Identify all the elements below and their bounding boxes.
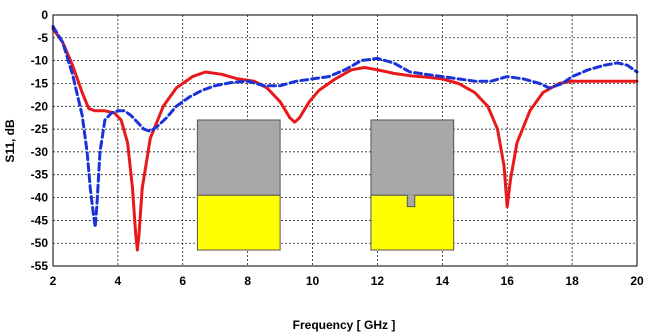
y-tick-label: -55	[31, 259, 49, 273]
y-tick-labels: 0 -5 -10 -15 -20 -25 -30 -35 -40 -45 -50 -55	[31, 8, 49, 273]
x-tick-label: 4	[115, 274, 122, 288]
y-tick-label: -10	[31, 54, 49, 68]
y-tick-label: -40	[31, 191, 49, 205]
x-tick-label: 2	[50, 274, 57, 288]
x-tick-label: 18	[565, 274, 579, 288]
grid-lines	[53, 15, 637, 266]
inset-slot-notch	[407, 194, 415, 207]
y-tick-label: -50	[31, 236, 49, 250]
y-tick-label: -25	[31, 122, 49, 136]
x-tick-label: 20	[630, 274, 644, 288]
x-tick-label: 8	[244, 274, 251, 288]
y-tick-label: -30	[31, 145, 49, 159]
y-tick-label: -45	[31, 213, 49, 227]
inset-slot-outline	[406, 195, 416, 208]
y-tick-label: -35	[31, 168, 49, 182]
series-lines	[51, 24, 639, 252]
inset-gray-patch	[196, 119, 281, 196]
y-tick-label: -20	[31, 99, 49, 113]
series-line-dashed	[51, 24, 639, 229]
x-tick-labels: 2 4 6 8 10 12 14 16 18 20	[50, 274, 644, 288]
series-line-solid	[51, 27, 639, 252]
x-tick-label: 6	[179, 274, 186, 288]
plot-frame	[52, 14, 638, 267]
y-axis-title: S11, dB	[3, 119, 17, 163]
y-tick-label: 0	[41, 8, 48, 22]
inset-gray-patch	[370, 119, 455, 196]
x-tick-label: 14	[436, 274, 450, 288]
inset-yellow-ground	[196, 194, 281, 251]
x-tick-label: 10	[306, 274, 320, 288]
x-tick-label: 16	[501, 274, 515, 288]
x-tick-label: 12	[371, 274, 385, 288]
y-tick-label: -5	[37, 31, 48, 45]
y-tick-label: -15	[31, 76, 49, 90]
patch-insets	[196, 119, 455, 251]
x-axis-title: Frequency [ GHz ]	[293, 318, 396, 332]
